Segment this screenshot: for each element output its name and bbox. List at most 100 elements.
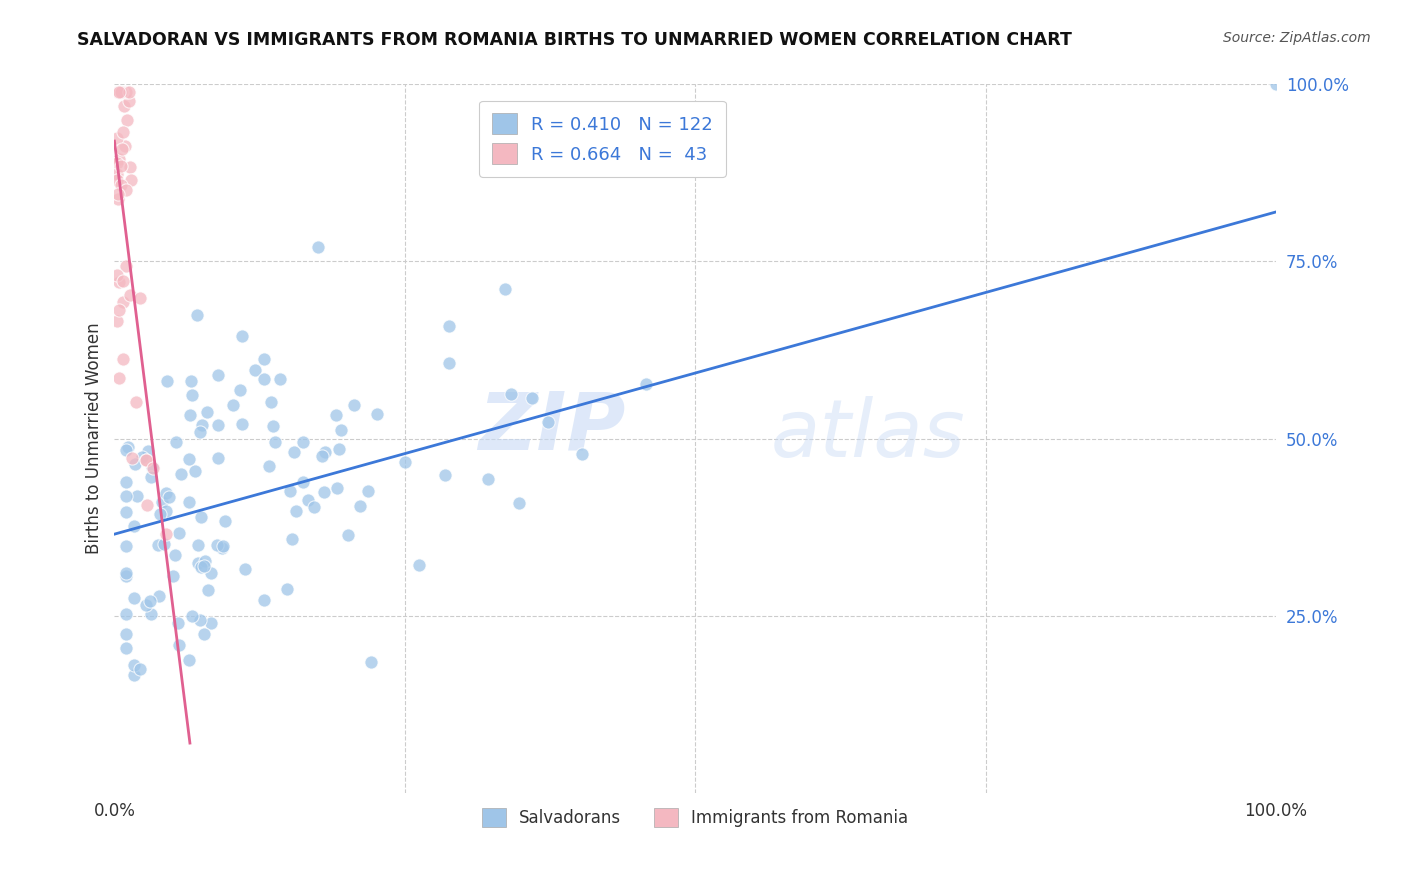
Point [156, 374, 179, 388]
Point [231, 417, 253, 431]
Point [105, 173, 128, 187]
Point [139, 469, 162, 483]
Point [157, 490, 180, 504]
Legend: Salvadorans, Immigrants from Romania: Salvadorans, Immigrants from Romania [475, 801, 915, 834]
Point [222, 398, 245, 412]
Point [283, 445, 305, 459]
Point [135, 453, 157, 467]
Point [269, 371, 291, 385]
Point [122, 657, 145, 672]
Point [231, 329, 253, 343]
Point [111, 142, 134, 156]
Point [155, 504, 177, 518]
Point [211, 541, 233, 556]
Point [115, 627, 138, 641]
Point [114, 85, 136, 99]
Point [107, 85, 129, 99]
Point [297, 493, 319, 508]
Point [105, 131, 128, 145]
Point [165, 434, 187, 449]
Point [197, 582, 219, 597]
Point [111, 352, 134, 367]
Point [257, 459, 280, 474]
Point [107, 192, 129, 206]
Point [124, 668, 146, 682]
Point [107, 85, 129, 99]
Point [571, 447, 593, 461]
Point [105, 314, 128, 328]
Point [186, 308, 208, 322]
Point [153, 537, 176, 551]
Point [360, 655, 382, 669]
Point [263, 435, 285, 450]
Point [108, 276, 131, 290]
Point [139, 594, 162, 608]
Point [111, 85, 134, 99]
Point [328, 442, 350, 456]
Point [394, 455, 416, 469]
Point [108, 152, 131, 166]
Point [311, 450, 333, 464]
Point [105, 268, 128, 282]
Point [131, 450, 153, 464]
Point [325, 481, 347, 495]
Point [148, 508, 170, 522]
Point [330, 423, 353, 437]
Point [142, 461, 165, 475]
Point [228, 383, 250, 397]
Point [115, 475, 138, 489]
Point [190, 425, 212, 439]
Point [325, 409, 347, 423]
Point [118, 94, 141, 108]
Point [122, 591, 145, 605]
Point [108, 371, 131, 385]
Point [110, 85, 132, 99]
Point [125, 489, 148, 503]
Point [477, 472, 499, 486]
Point [253, 372, 276, 386]
Point [188, 614, 211, 628]
Point [366, 407, 388, 421]
Point [111, 274, 134, 288]
Point [437, 356, 460, 370]
Point [146, 537, 169, 551]
Point [150, 495, 173, 509]
Point [108, 85, 131, 99]
Point [180, 375, 202, 389]
Point [280, 483, 302, 498]
Point [114, 183, 136, 197]
Point [120, 160, 142, 174]
Point [314, 445, 336, 459]
Point [121, 450, 143, 465]
Point [190, 560, 212, 574]
Point [308, 240, 330, 254]
Point [191, 418, 214, 433]
Point [110, 159, 132, 173]
Point [111, 295, 134, 310]
Text: SALVADORAN VS IMMIGRANTS FROM ROMANIA BIRTHS TO UNMARRIED WOMEN CORRELATION CHAR: SALVADORAN VS IMMIGRANTS FROM ROMANIA BI… [77, 31, 1073, 49]
Point [537, 415, 560, 429]
Point [105, 167, 128, 181]
Point [115, 443, 138, 458]
Point [135, 498, 157, 512]
Point [105, 156, 128, 170]
Point [139, 607, 162, 622]
Point [112, 125, 135, 139]
Point [193, 558, 215, 573]
Point [276, 582, 298, 596]
Y-axis label: Births to Unmarried Women: Births to Unmarried Women [86, 323, 103, 554]
Point [114, 139, 136, 153]
Point [117, 440, 139, 454]
Point [120, 173, 142, 187]
Point [522, 391, 544, 405]
Point [207, 451, 229, 466]
Point [194, 554, 217, 568]
Point [110, 178, 132, 192]
Point [155, 486, 177, 500]
Point [262, 418, 284, 433]
Point [112, 99, 135, 113]
Point [292, 435, 315, 450]
Point [124, 457, 146, 471]
Point [494, 282, 516, 296]
Point [343, 398, 366, 412]
